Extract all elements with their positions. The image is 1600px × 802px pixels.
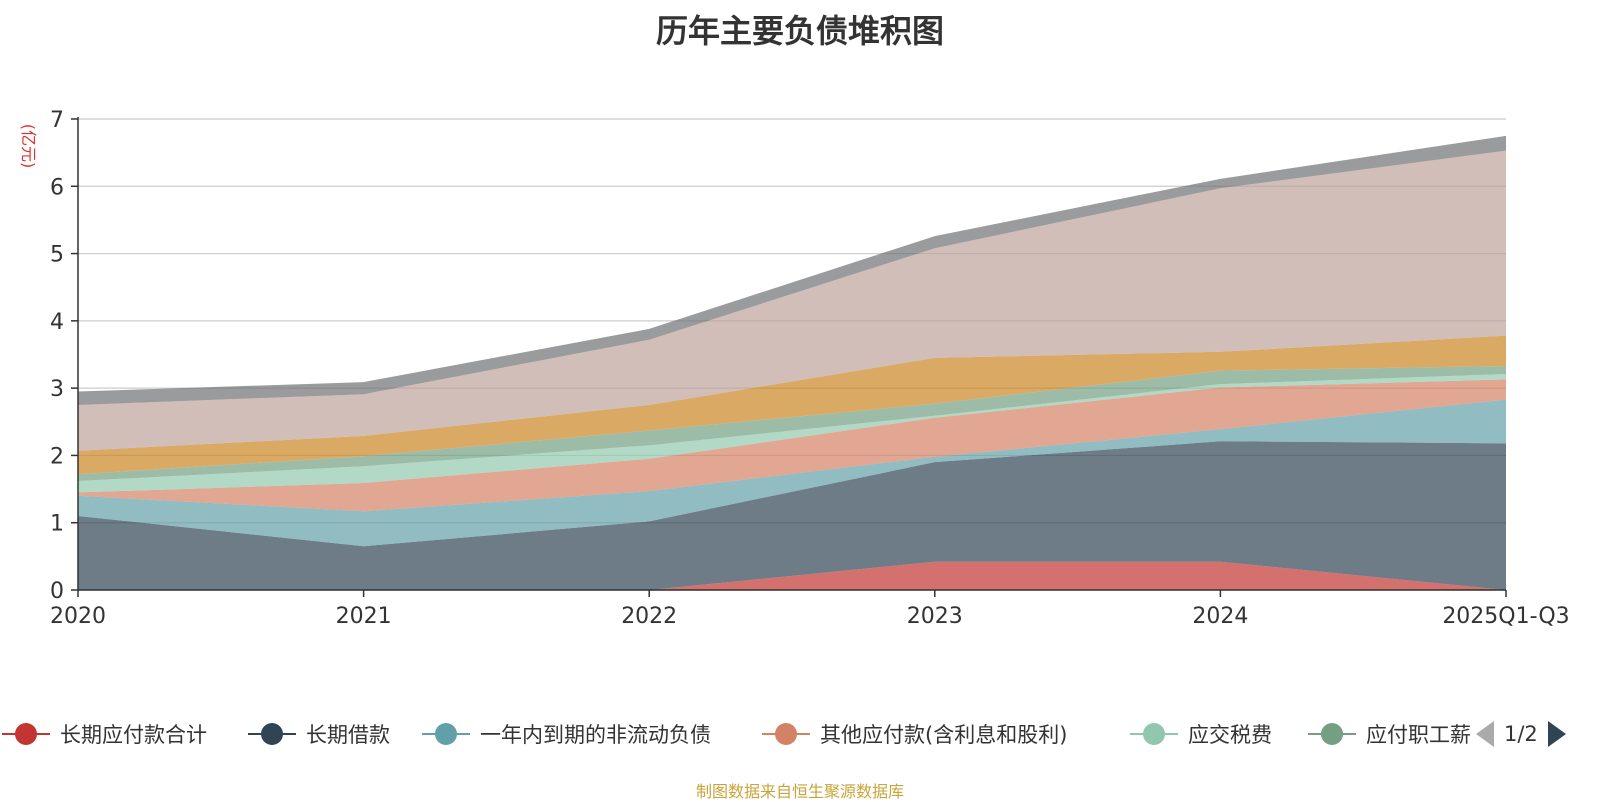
x-tick-label: 2020 [50, 604, 106, 629]
area-series-6 [78, 335, 1506, 475]
legend-label: 长期借款 [306, 723, 390, 747]
stacked-area-chart: 0 1 2 3 4 5 6 7 2020 2021 2022 2023 2024 2025Q1-Q3 (亿元… [19, 108, 1570, 629]
x-tick-label: 2022 [621, 604, 677, 629]
legend-item[interactable]: 应交税费 [1128, 718, 1272, 750]
legend-label: 应交税费 [1188, 723, 1272, 747]
legend-item[interactable]: 其他应付款(含利息和股利) [760, 718, 1067, 750]
area-series-8 [78, 135, 1506, 405]
source-note: 制图数据来自恒生聚源数据库 [695, 782, 904, 801]
legend-label: 一年内到期的非流动负债 [480, 723, 711, 747]
area-series-4 [78, 374, 1506, 493]
legend-item[interactable]: 长期应付款合计 [0, 718, 207, 750]
legend-marker-icon [1130, 723, 1178, 745]
legend-label: 应付职工薪 [1366, 723, 1471, 747]
chart-title: 历年主要负债堆积图 [655, 12, 944, 50]
legend-marker-icon [1308, 723, 1356, 745]
y-tick-label: 2 [50, 444, 64, 469]
legend-label: 长期应付款合计 [60, 723, 207, 747]
y-tick-label: 7 [50, 108, 64, 133]
area-series-7 [78, 150, 1506, 451]
legend: 长期应付款合计 长期借款 一年内到期的非流动负债 其他应付款(含利息和股利) 应交税费 应… [0, 718, 1600, 750]
x-tick-label: 2023 [907, 604, 963, 629]
area-series-5 [78, 365, 1506, 481]
pager-text: 1/2 [1504, 722, 1538, 746]
area-series-3 [78, 379, 1506, 512]
legend-marker-icon [248, 723, 296, 745]
area-series-2 [78, 399, 1506, 547]
y-tick-label: 5 [50, 243, 64, 268]
legend-pager: 1/2 [1474, 718, 1568, 750]
legend-label: 其他应付款(含利息和股利) [820, 723, 1068, 747]
y-tick-label: 3 [50, 377, 64, 402]
legend-marker-icon [762, 723, 810, 745]
next-page-icon[interactable] [1546, 719, 1568, 749]
area-series-1 [78, 441, 1506, 590]
legend-item[interactable]: 一年内到期的非流动负债 [420, 718, 711, 750]
x-tick-label: 2024 [1192, 604, 1248, 629]
y-tick-label: 0 [50, 579, 64, 604]
y-axis-label: (亿元) [19, 124, 38, 169]
y-tick-label: 4 [50, 310, 64, 335]
prev-page-icon[interactable] [1474, 719, 1496, 749]
x-tick-label: 2025Q1-Q3 [1442, 604, 1569, 629]
legend-marker-icon [2, 723, 50, 745]
legend-item[interactable]: 长期借款 [246, 718, 390, 750]
y-tick-label: 1 [50, 512, 64, 537]
legend-items: 长期应付款合计 长期借款 一年内到期的非流动负债 其他应付款(含利息和股利) 应交税费 应… [0, 718, 1478, 750]
y-tick-label: 6 [50, 175, 64, 200]
x-tick-label: 2021 [336, 604, 392, 629]
legend-item[interactable]: 应付职工薪 [1306, 718, 1471, 750]
legend-marker-icon [422, 723, 470, 745]
